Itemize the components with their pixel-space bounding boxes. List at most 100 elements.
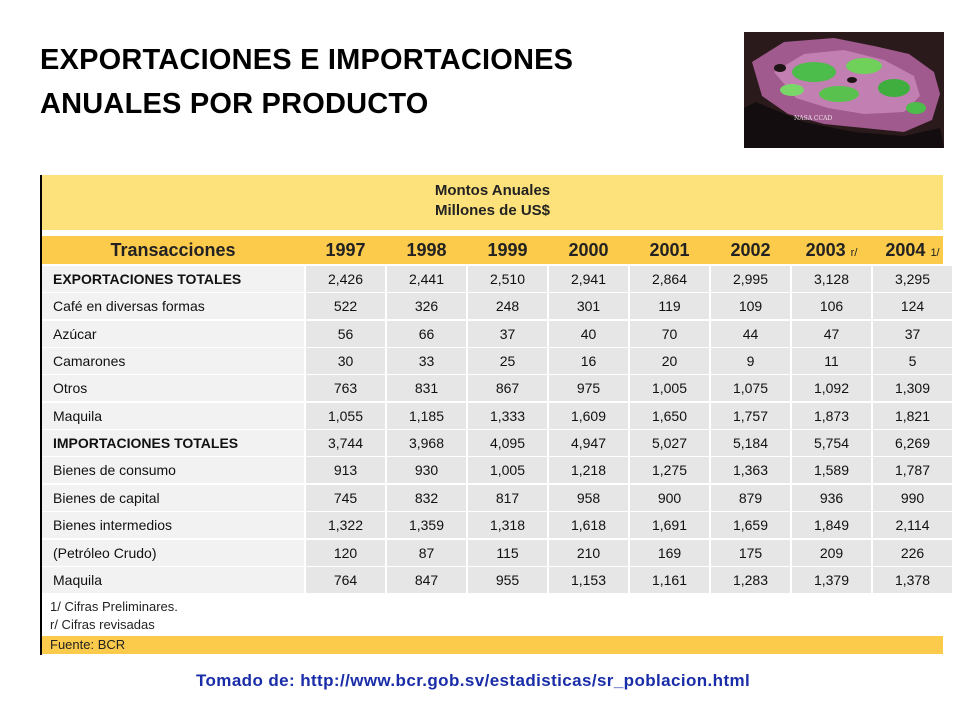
table-cell: 1,322 xyxy=(306,512,385,539)
table-cell: 5,027 xyxy=(630,430,709,457)
table-cell: 37 xyxy=(873,320,952,347)
table-cell: 930 xyxy=(387,457,466,484)
table-cell: 764 xyxy=(306,566,385,593)
table-source-note: Fuente: BCR xyxy=(42,636,943,654)
table-cell: 5,184 xyxy=(711,430,790,457)
column-header-year: 2004 1/ xyxy=(873,236,952,264)
table-cell: 1,378 xyxy=(873,566,952,593)
table-cell: 913 xyxy=(306,457,385,484)
row-label: (Petróleo Crudo) xyxy=(42,539,304,566)
year-label: 1998 xyxy=(406,240,447,260)
table-cell: 1,075 xyxy=(711,375,790,402)
table-cell: 109 xyxy=(711,293,790,320)
table-cell: 817 xyxy=(468,484,547,511)
table-row: Café en diversas formas 522 326 248 301 119 10… xyxy=(42,293,952,320)
table-cell: 4,947 xyxy=(549,430,628,457)
table-row: Bienes de consumo 913 930 1,005 1,218 1,275 1,… xyxy=(42,457,952,484)
table-cell: 11 xyxy=(792,348,871,375)
map-image: NASA CCAD xyxy=(744,32,944,148)
column-header-year: 2002 xyxy=(711,236,790,264)
column-header-year: 2000 xyxy=(549,236,628,264)
table-cell: 1,873 xyxy=(792,402,871,429)
table-cell: 1,153 xyxy=(549,566,628,593)
title-line-1: EXPORTACIONES E IMPORTACIONES xyxy=(40,44,574,76)
table-cell: 301 xyxy=(549,293,628,320)
table-cell: 169 xyxy=(630,539,709,566)
table-cell: 3,295 xyxy=(873,266,952,292)
table-header-line-1: Montos Anuales xyxy=(434,182,551,199)
table-cell: 1,821 xyxy=(873,402,952,429)
table-row: Maquila 764 847 955 1,153 1,161 1,283 1,379 1,37… xyxy=(42,566,952,593)
footnote-revised: r/ Cifras revisadas xyxy=(50,617,155,632)
table-cell: 1,650 xyxy=(630,402,709,429)
row-label: Camarones xyxy=(42,348,304,375)
table-cell: 40 xyxy=(549,320,628,347)
table-row: (Petróleo Crudo) 120 87 115 210 169 175 209 226 xyxy=(42,539,952,566)
year-label: 1997 xyxy=(325,240,366,260)
table-cell: 20 xyxy=(630,348,709,375)
table-cell: 175 xyxy=(711,539,790,566)
table-cell: 124 xyxy=(873,293,952,320)
table-cell: 5,754 xyxy=(792,430,871,457)
table-cell: 900 xyxy=(630,484,709,511)
table-cell: 226 xyxy=(873,539,952,566)
table-row: Bienes de capital 745 832 817 958 900 879 936 99… xyxy=(42,484,952,511)
table-cell: 326 xyxy=(387,293,466,320)
table-row: Maquila 1,055 1,185 1,333 1,609 1,650 1,757 1,8… xyxy=(42,402,952,429)
table-cell: 1,787 xyxy=(873,457,952,484)
table-cell: 33 xyxy=(387,348,466,375)
row-label: EXPORTACIONES TOTALES xyxy=(42,266,304,292)
footnote-preliminary: 1/ Cifras Preliminares. xyxy=(50,599,178,614)
table-cell: 1,283 xyxy=(711,566,790,593)
table-cell: 1,161 xyxy=(630,566,709,593)
table-cell: 209 xyxy=(792,539,871,566)
table-cell: 955 xyxy=(468,566,547,593)
year-label: 2002 xyxy=(730,240,771,260)
table-row: Otros 763 831 867 975 1,005 1,075 1,092 1,309 xyxy=(42,375,952,402)
column-header-year: 1998 xyxy=(387,236,466,264)
table-cell: 1,757 xyxy=(711,402,790,429)
year-label: 1999 xyxy=(487,240,528,260)
table-cell: 745 xyxy=(306,484,385,511)
table-cell: 832 xyxy=(387,484,466,511)
table-cell: 2,995 xyxy=(711,266,790,292)
table-header-line-2: Millones de US$ xyxy=(434,202,551,219)
table-cell: 1,218 xyxy=(549,457,628,484)
table-cell: 1,333 xyxy=(468,402,547,429)
row-label: Bienes intermedios xyxy=(42,512,304,539)
table-cell: 1,005 xyxy=(468,457,547,484)
table-cell: 1,618 xyxy=(549,512,628,539)
year-mark: 1/ xyxy=(930,247,940,259)
row-label: Azúcar xyxy=(42,320,304,347)
table-row: EXPORTACIONES TOTALES 2,426 2,441 2,510 2,94… xyxy=(42,266,952,292)
table-cell: 1,379 xyxy=(792,566,871,593)
table-cell: 990 xyxy=(873,484,952,511)
table-cell: 936 xyxy=(792,484,871,511)
table-cell: 106 xyxy=(792,293,871,320)
table-cell: 56 xyxy=(306,320,385,347)
table-cell: 1,849 xyxy=(792,512,871,539)
table-cell: 2,441 xyxy=(387,266,466,292)
table-cell: 879 xyxy=(711,484,790,511)
table-title-band: Montos Anuales Millones de US$ xyxy=(42,175,943,230)
table-cell: 70 xyxy=(630,320,709,347)
el-salvador-satellite-map: NASA CCAD xyxy=(744,32,944,148)
source-citation: Tomado de: http://www.bcr.gob.sv/estadis… xyxy=(196,671,751,690)
table-cell: 44 xyxy=(711,320,790,347)
table-cell: 1,363 xyxy=(711,457,790,484)
table-cell: 3,128 xyxy=(792,266,871,292)
table-cell: 2,114 xyxy=(873,512,952,539)
table-cell: 847 xyxy=(387,566,466,593)
table-cell: 763 xyxy=(306,375,385,402)
row-label: Bienes de capital xyxy=(42,484,304,511)
table-cell: 16 xyxy=(549,348,628,375)
table-cell: 210 xyxy=(549,539,628,566)
table-row: Bienes intermedios 1,322 1,359 1,318 1,618 1,… xyxy=(42,512,952,539)
table-cell: 47 xyxy=(792,320,871,347)
table-cell: 1,318 xyxy=(468,512,547,539)
column-header-year: 2001 xyxy=(630,236,709,264)
row-label: Otros xyxy=(42,375,304,402)
table-cell: 975 xyxy=(549,375,628,402)
page-title: EXPORTACIONES E IMPORTACIONES ANUALES PO… xyxy=(40,38,740,126)
year-mark: r/ xyxy=(850,247,858,259)
